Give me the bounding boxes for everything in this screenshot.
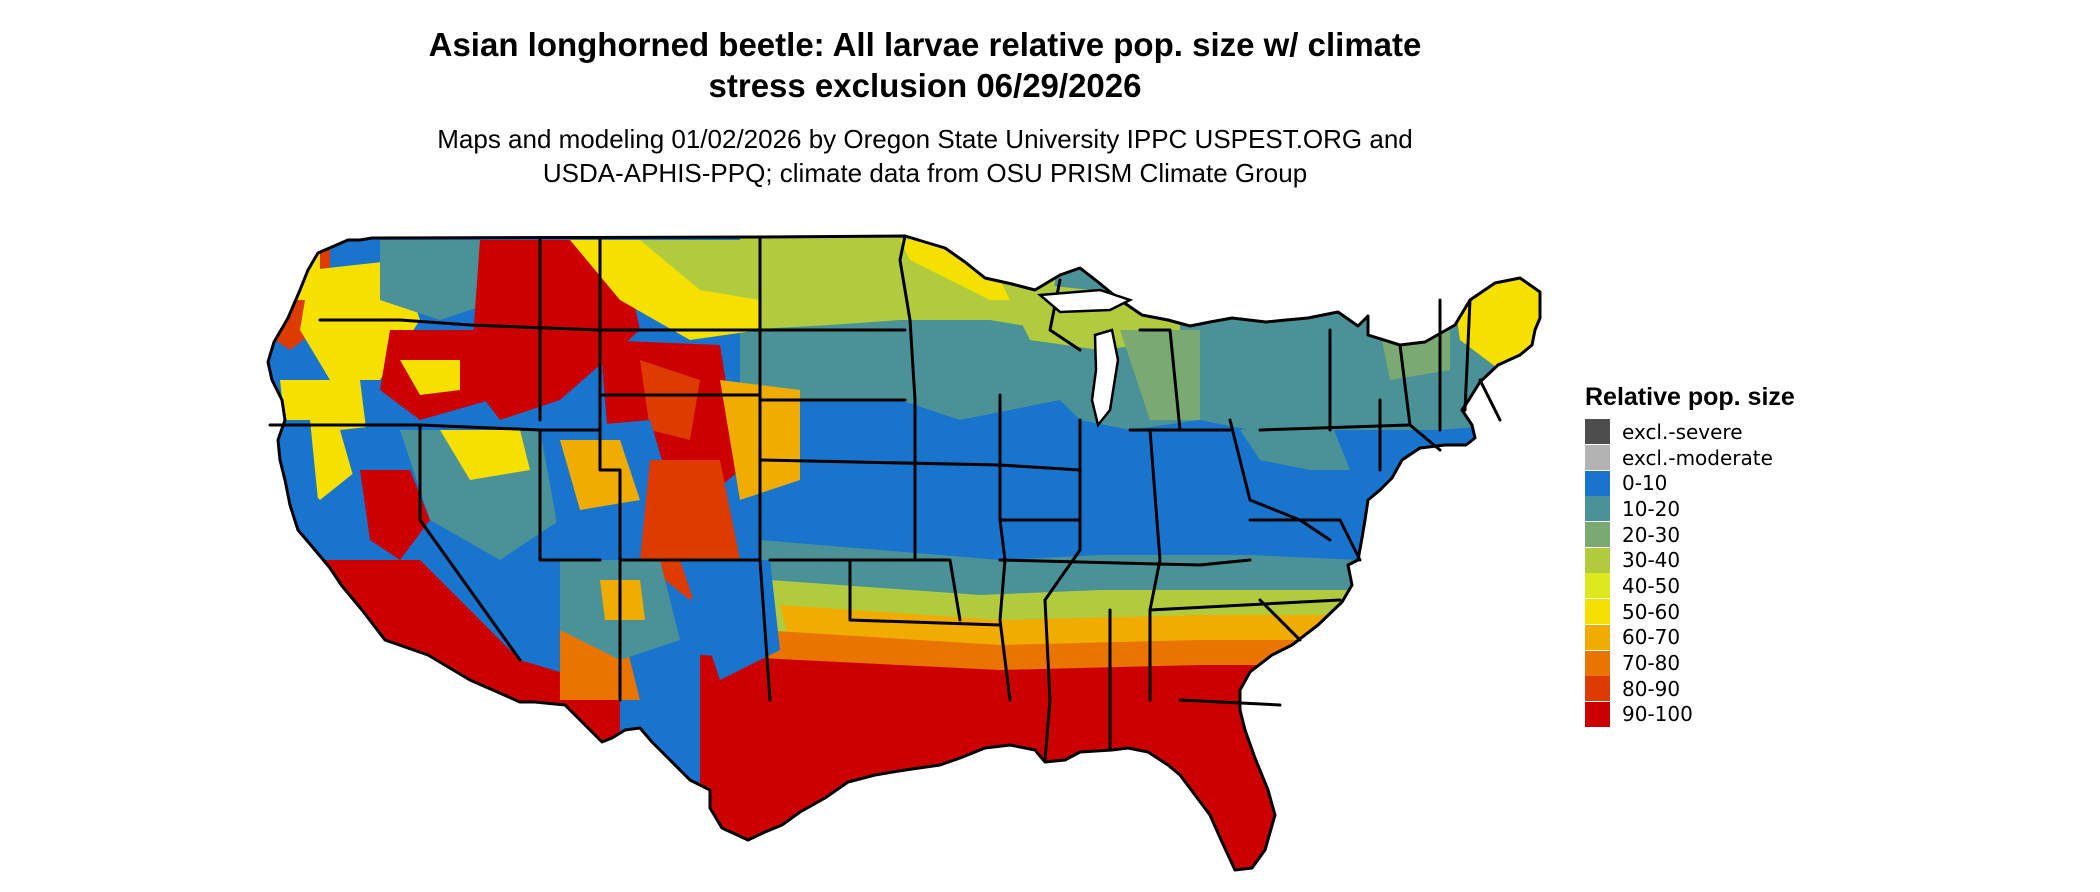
legend-item: 60-70 [1585, 624, 1795, 651]
map-subtitle: Maps and modeling 01/02/2026 by Oregon S… [300, 122, 1550, 190]
legend-title: Relative pop. size [1585, 383, 1795, 411]
lake-michigan [1090, 328, 1120, 428]
legend-swatch [1585, 445, 1610, 471]
legend-swatch [1585, 419, 1610, 445]
legend-item: excl.-severe [1585, 419, 1795, 445]
legend-label: excl.-severe [1622, 419, 1743, 444]
map-title: Asian longhorned beetle: All larvae rela… [300, 24, 1550, 106]
legend-swatch [1585, 470, 1610, 496]
legend-swatch [1585, 676, 1610, 702]
legend-label: 40-50 [1622, 573, 1681, 598]
legend-swatch [1585, 522, 1610, 548]
legend-swatch [1585, 701, 1610, 727]
legend-label: 0-10 [1622, 471, 1668, 496]
lake-superior [1036, 288, 1134, 314]
legend-label: 10-20 [1622, 496, 1681, 521]
legend: Relative pop. size excl.-severe excl.-mod… [1585, 382, 1795, 727]
legend-label: 60-70 [1622, 625, 1681, 650]
legend-label: 90-100 [1622, 702, 1693, 727]
legend-swatch [1585, 650, 1610, 676]
legend-label: excl.-moderate [1622, 445, 1773, 470]
legend-items: excl.-severe excl.-moderate 0-10 10-20 20-30… [1585, 419, 1795, 727]
legend-label: 80-90 [1622, 676, 1681, 701]
legend-item: 20-30 [1585, 522, 1795, 548]
legend-item: 30-40 [1585, 547, 1795, 573]
legend-item: excl.-moderate [1585, 445, 1795, 471]
legend-swatch [1585, 573, 1610, 599]
title-line-1: Asian longhorned beetle: All larvae rela… [428, 26, 1422, 63]
subtitle-line-2: USDA-APHIS-PPQ; climate data from OSU PR… [542, 158, 1308, 188]
legend-label: 20-30 [1622, 522, 1681, 547]
legend-label: 70-80 [1622, 651, 1681, 676]
legend-item: 90-100 [1585, 701, 1795, 728]
legend-label: 50-60 [1622, 599, 1681, 624]
legend-item: 10-20 [1585, 496, 1795, 522]
title-line-2: stress exclusion 06/29/2026 [708, 67, 1142, 104]
subtitle-line-1: Maps and modeling 01/02/2026 by Oregon S… [437, 124, 1413, 154]
legend-swatch [1585, 496, 1610, 522]
legend-swatch [1585, 547, 1610, 573]
legend-item: 80-90 [1585, 676, 1795, 702]
legend-swatch [1585, 599, 1610, 625]
legend-item: 70-80 [1585, 650, 1795, 676]
legend-swatch [1585, 624, 1610, 650]
legend-item: 40-50 [1585, 573, 1795, 599]
legend-label: 30-40 [1622, 548, 1681, 573]
legend-item: 0-10 [1585, 470, 1795, 496]
legend-item: 50-60 [1585, 599, 1795, 625]
